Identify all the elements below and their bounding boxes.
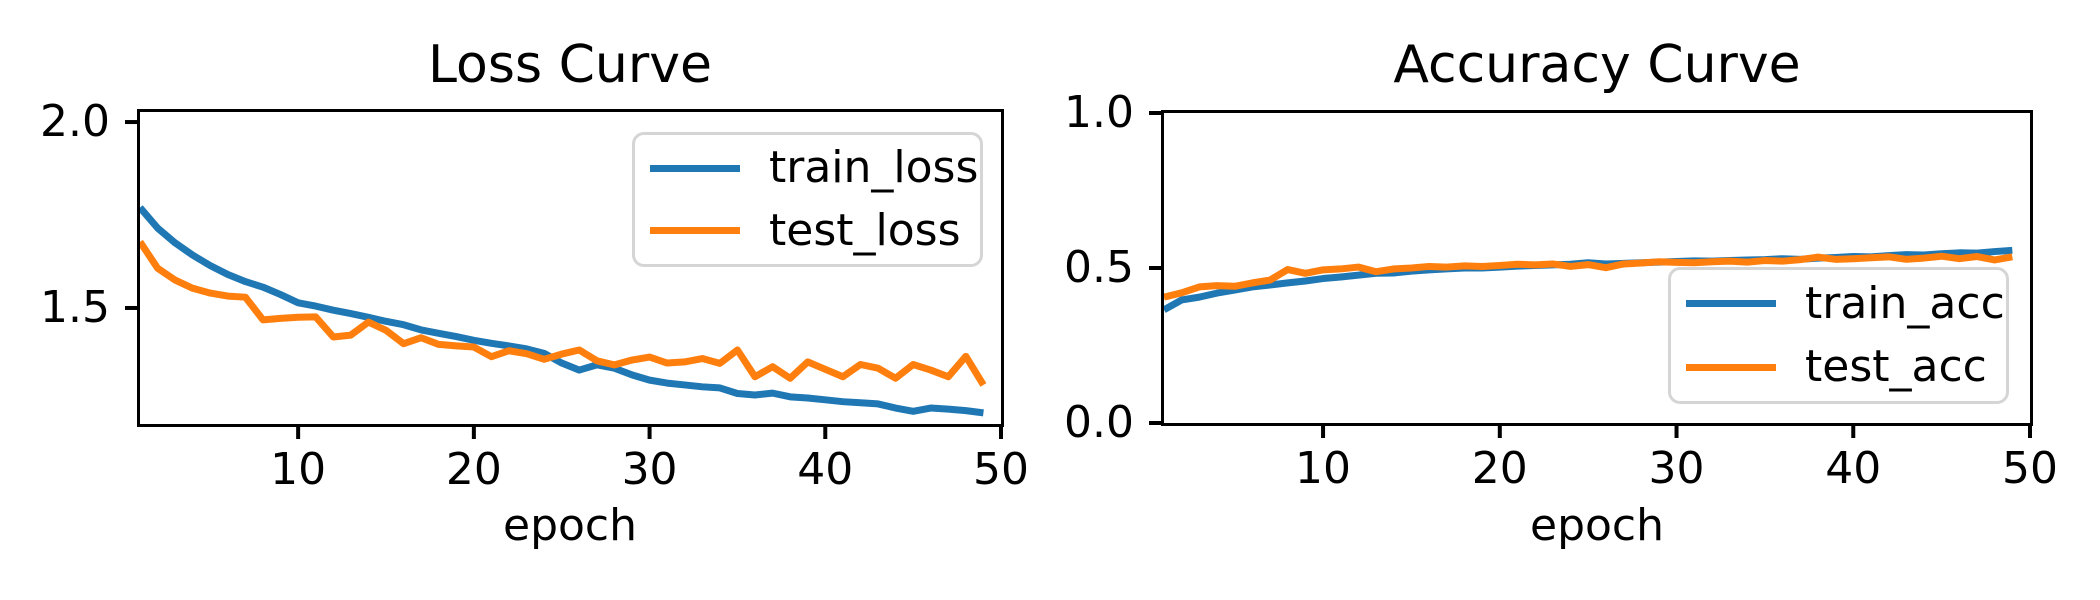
legend-entry-test-loss: test_loss xyxy=(650,200,980,263)
legend-label: test_acc xyxy=(1805,341,1987,393)
axes-spines xyxy=(1161,110,2033,426)
y-tick-label: 1.0 xyxy=(1064,87,1134,138)
x-tick-label: 40 xyxy=(797,444,854,495)
x-tick-label: 30 xyxy=(621,444,678,495)
train-loss-legend-line xyxy=(650,164,740,172)
x-tick-label: 10 xyxy=(1295,443,1352,494)
y-tick-label: 1.5 xyxy=(40,281,110,333)
train-acc-legend-line xyxy=(1686,300,1776,308)
legend-label: train_loss xyxy=(769,142,979,194)
accuracy-chart-title: Accuracy Curve xyxy=(1393,35,1801,95)
x-tick-label: 50 xyxy=(973,444,1029,495)
x-tick-label: 40 xyxy=(1825,443,1882,494)
legend-entry-train-acc: train_acc xyxy=(1686,272,2006,336)
axes-spines xyxy=(137,109,1004,427)
legend-entry-test-acc: test_acc xyxy=(1686,336,2006,400)
x-tick-label: 20 xyxy=(445,444,502,495)
legend-entry-train-loss: train_loss xyxy=(650,137,980,200)
accuracy-x-axis-label: epoch xyxy=(1530,500,1664,551)
accuracy-legend: train_acc test_acc xyxy=(1668,267,2009,404)
y-tick-label: 2.0 xyxy=(40,96,110,148)
x-tick-label: 20 xyxy=(1471,443,1528,494)
loss-legend: train_loss test_loss xyxy=(632,132,983,267)
test-acc-legend-line xyxy=(1686,363,1776,371)
legend-label: train_acc xyxy=(1805,277,2005,329)
legend-label: test_loss xyxy=(769,204,961,256)
y-tick-label: 0.5 xyxy=(1064,242,1134,293)
test_acc-line xyxy=(1163,252,2013,301)
x-tick-label: 50 xyxy=(2002,443,2058,494)
test_loss-line xyxy=(137,239,987,387)
y-tick-label: 0.0 xyxy=(1064,397,1134,448)
train_loss-line xyxy=(137,205,984,417)
x-tick-label: 10 xyxy=(270,444,327,495)
test-loss-legend-line xyxy=(650,227,740,235)
x-tick-label: 30 xyxy=(1648,443,1705,494)
loss-x-axis-label: epoch xyxy=(503,500,637,551)
loss-chart-title: Loss Curve xyxy=(428,35,712,95)
